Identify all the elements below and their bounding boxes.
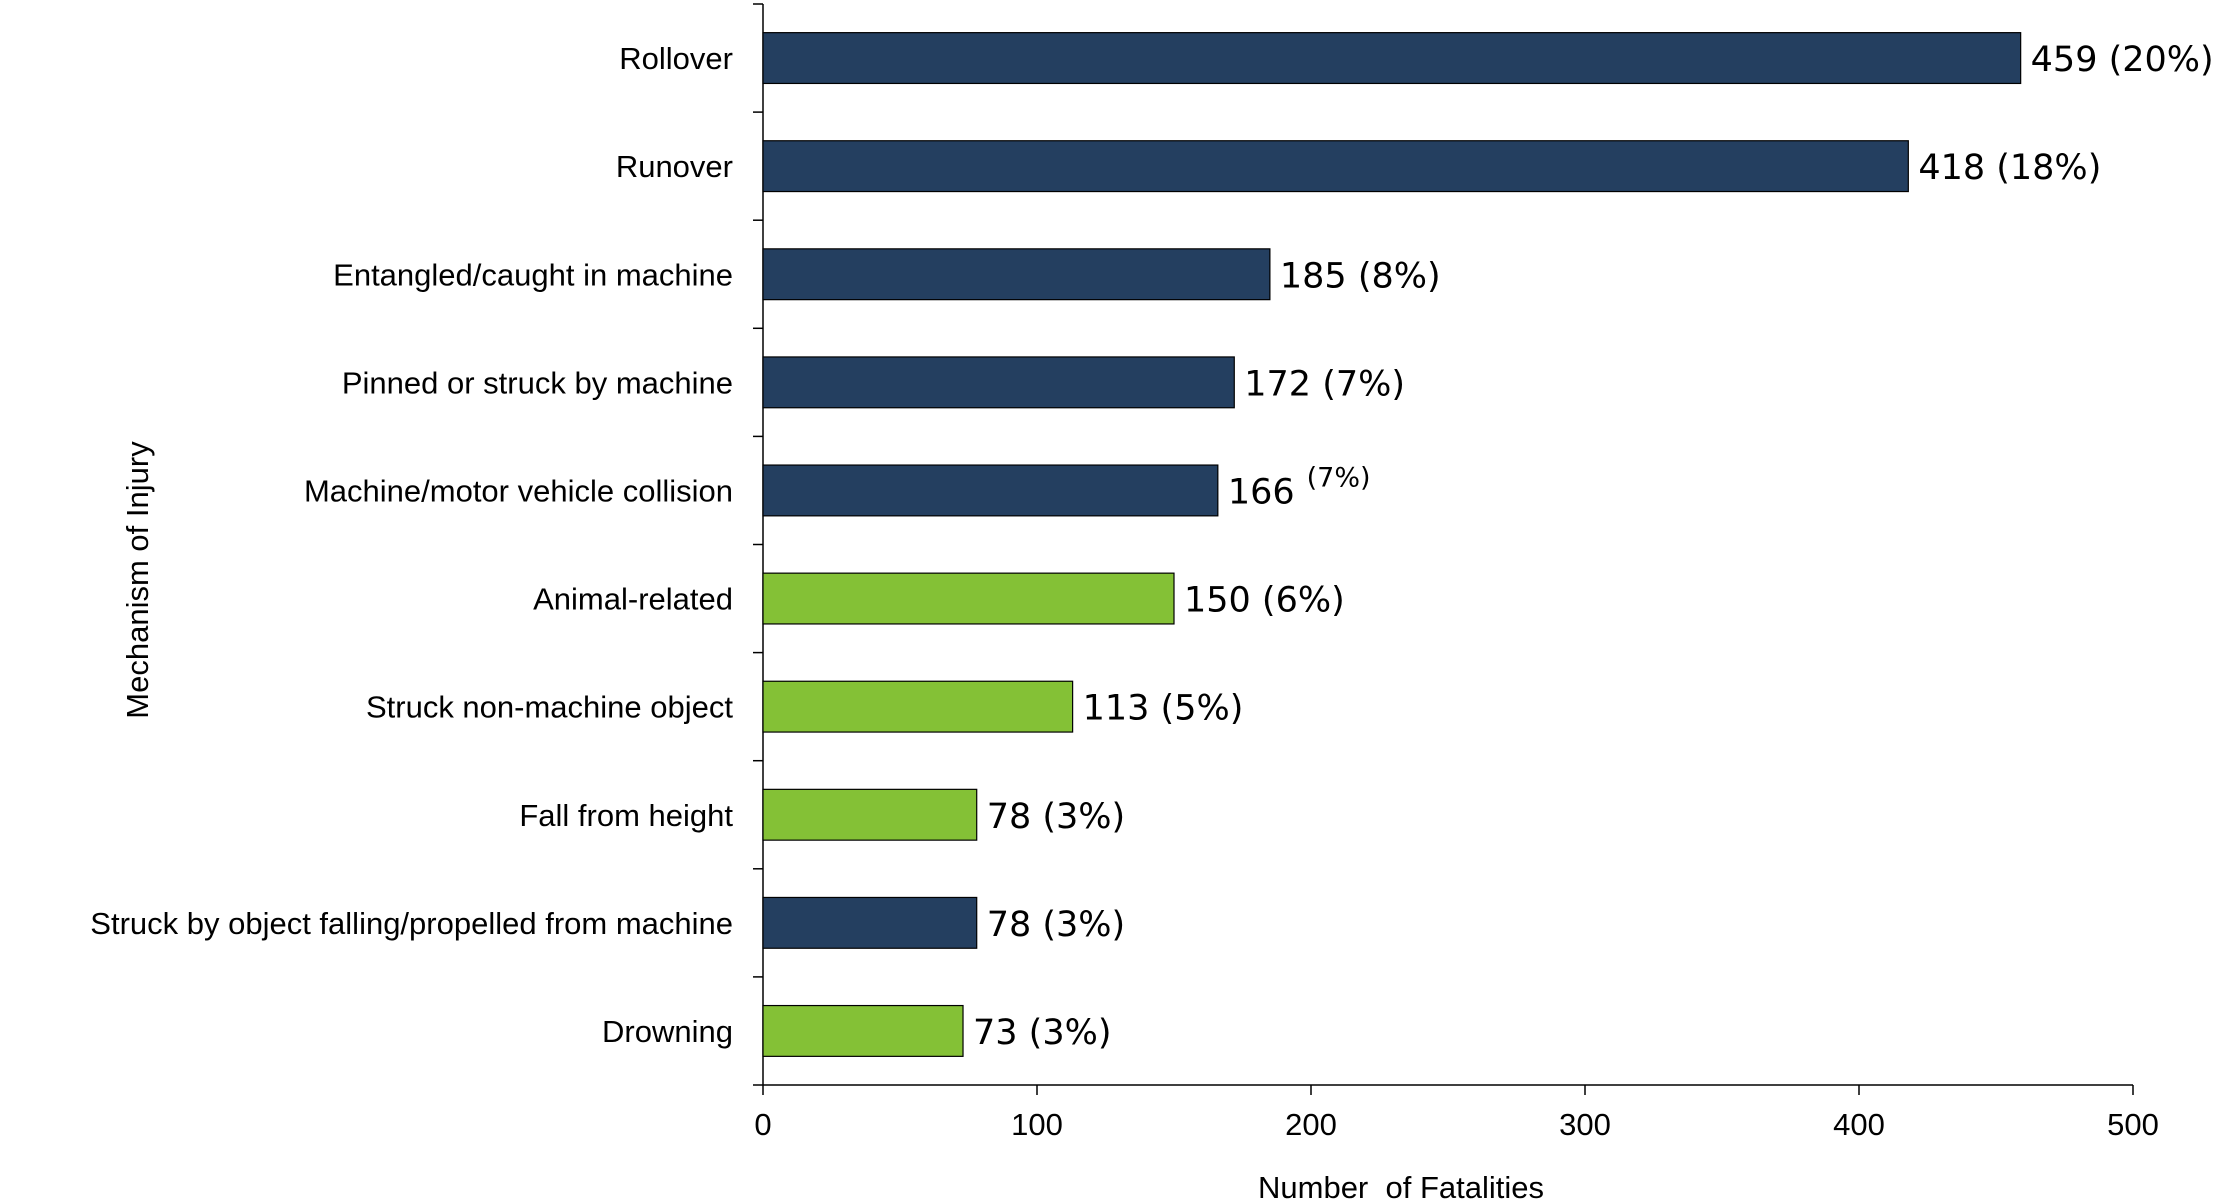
bar-0	[762, 32, 2022, 85]
data-label-8: 78 (3%)	[987, 905, 1126, 945]
data-label-7: 78 (3%)	[987, 797, 1126, 837]
category-label-7: Fall from height	[519, 798, 733, 833]
x-tick-label-5: 500	[2107, 1107, 2159, 1142]
bar-7	[762, 788, 978, 841]
x-tick-label-4: 400	[1833, 1107, 1885, 1142]
bar-6	[762, 680, 1074, 733]
category-label-1: Runover	[616, 149, 733, 184]
data-label-0: 459 (20%)	[2031, 40, 2214, 80]
x-tick-label-2: 200	[1285, 1107, 1337, 1142]
x-axis-title: Number of Fatalities	[1258, 1170, 1544, 1204]
data-label-2: 185 (8%)	[1280, 256, 1441, 296]
data-label-9: 73 (3%)	[973, 1013, 1112, 1053]
x-ticks-group: 0 100 200 300 400 500	[754, 1085, 2159, 1142]
bar-5	[762, 572, 1175, 625]
category-label-0: Rollover	[619, 41, 733, 76]
category-label-3: Pinned or struck by machine	[342, 365, 733, 400]
bar-8	[762, 896, 978, 949]
category-label-4: Machine/motor vehicle collision	[304, 473, 733, 508]
data-label-1: 418 (18%)	[1918, 148, 2101, 188]
data-label-6: 113 (5%)	[1083, 689, 1244, 729]
data-label-superscript-4: (7%)	[1307, 462, 1371, 493]
x-tick-label-1: 100	[1011, 1107, 1063, 1142]
bar-4	[762, 464, 1219, 517]
data-label-4: 166	[1228, 472, 1295, 512]
y-axis-title: Mechanism of Injury	[120, 441, 155, 719]
category-label-2: Entangled/caught in machine	[333, 257, 733, 292]
bar-2	[762, 248, 1271, 301]
data-label-5: 150 (6%)	[1184, 581, 1345, 621]
category-label-9: Drowning	[602, 1014, 733, 1049]
bar-1	[762, 140, 1909, 193]
bar-3	[762, 356, 1235, 409]
category-label-6: Struck non-machine object	[366, 690, 733, 725]
x-tick-label-3: 300	[1559, 1107, 1611, 1142]
category-label-8: Struck by object falling/propelled from …	[90, 906, 733, 941]
category-label-5: Animal-related	[533, 582, 733, 617]
bar-9	[762, 1004, 964, 1057]
x-tick-label-0: 0	[754, 1107, 771, 1142]
bars-group: Rollover 459 (20%) Runover 418 (18%) Entangl…	[90, 32, 2214, 1057]
data-label-3: 172 (7%)	[1244, 364, 1405, 404]
